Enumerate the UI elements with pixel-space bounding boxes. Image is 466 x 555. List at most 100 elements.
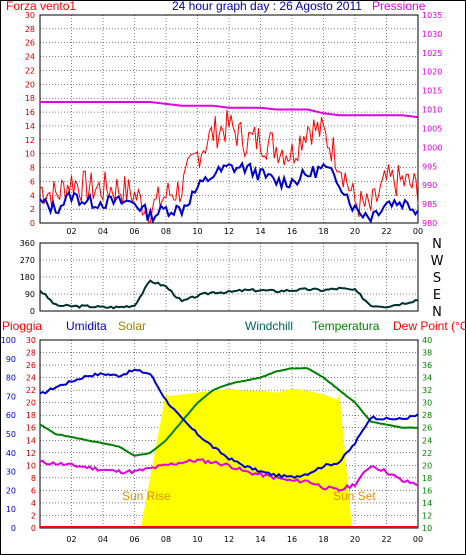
temp-tick-label: 40 bbox=[422, 336, 432, 345]
rain-tick-label: 28 bbox=[26, 349, 36, 358]
top-right-tick-label: 1005 bbox=[422, 124, 442, 133]
rain-tick-label: 18 bbox=[26, 411, 36, 420]
rain-tick-label: 30 bbox=[26, 336, 36, 345]
humidity-tick-label: 70 bbox=[6, 392, 16, 401]
top-left-tick-label: 26 bbox=[25, 39, 35, 48]
top-left-tick-label: 18 bbox=[25, 94, 35, 103]
bottom-x-tick-label: 06 bbox=[129, 535, 139, 544]
bottom-x-tick-label: 12 bbox=[224, 535, 234, 544]
temp-tick-label: 12 bbox=[422, 511, 432, 520]
temperature-label: Temperatura bbox=[312, 319, 380, 333]
humidity-tick-label: 90 bbox=[6, 355, 16, 364]
humidity-tick-label: 40 bbox=[6, 449, 16, 458]
top-left-tick-label: 10 bbox=[25, 150, 35, 159]
compass-label: N bbox=[432, 305, 442, 320]
temp-tick-label: 30 bbox=[422, 399, 432, 408]
temperature-line bbox=[39, 366, 419, 457]
sunset-label: Sun Set bbox=[333, 489, 376, 503]
rain-tick-label: 12 bbox=[26, 449, 36, 458]
top-right-tick-label: 980 bbox=[422, 219, 437, 228]
humidity-tick-label: 20 bbox=[6, 486, 16, 495]
humidity-label: Umidita bbox=[66, 319, 107, 333]
temp-tick-label: 16 bbox=[422, 486, 432, 495]
top-left-tick-label: 28 bbox=[25, 25, 35, 34]
top-right-tick-label: 1030 bbox=[422, 30, 442, 39]
top-x-tick-label: 00 bbox=[413, 227, 423, 236]
compass-label: S bbox=[433, 271, 441, 286]
rain-tick-label: 0 bbox=[31, 524, 36, 533]
rain-tick-label: 24 bbox=[26, 374, 36, 383]
top-left-tick-label: 0 bbox=[30, 219, 35, 228]
humidity-tick-label: 10 bbox=[6, 505, 16, 514]
rain-tick-label: 4 bbox=[31, 499, 36, 508]
compass-label: E bbox=[433, 288, 441, 303]
rain-axis-label: Pioggia bbox=[2, 319, 42, 333]
bottom-x-tick-label: 04 bbox=[98, 535, 108, 544]
humidity-tick-label: 30 bbox=[6, 468, 16, 477]
mid-y-tick-label: 270 bbox=[20, 256, 35, 265]
rain-tick-label: 2 bbox=[31, 511, 36, 520]
temp-tick-label: 36 bbox=[422, 361, 432, 370]
humidity-tick-label: 50 bbox=[6, 430, 16, 439]
bottom-x-tick-label: 16 bbox=[287, 535, 297, 544]
top-left-tick-label: 14 bbox=[25, 122, 35, 131]
temp-tick-label: 14 bbox=[422, 499, 432, 508]
top-x-tick-label: 12 bbox=[224, 227, 234, 236]
top-x-tick-label: 18 bbox=[318, 227, 328, 236]
top-left-tick-label: 4 bbox=[30, 191, 35, 200]
rain-tick-label: 8 bbox=[31, 474, 36, 483]
bottom-x-tick-label: 14 bbox=[255, 535, 265, 544]
top-left-tick-label: 2 bbox=[30, 205, 35, 214]
solar-area bbox=[140, 388, 352, 528]
temp-tick-label: 22 bbox=[422, 449, 432, 458]
temp-tick-label: 32 bbox=[422, 386, 432, 395]
mid-y-tick-label: 180 bbox=[20, 273, 35, 282]
dewpoint-line bbox=[39, 458, 419, 492]
rain-tick-label: 22 bbox=[26, 386, 36, 395]
top-left-tick-label: 30 bbox=[25, 11, 35, 20]
humidity-line bbox=[39, 368, 419, 479]
top-left-tick-label: 24 bbox=[25, 53, 35, 62]
compass-label: N bbox=[432, 237, 442, 252]
top-x-tick-label: 16 bbox=[287, 227, 297, 236]
bottom-x-tick-label: 10 bbox=[192, 535, 202, 544]
bottom-x-tick-label: 18 bbox=[318, 535, 328, 544]
wind-direction-line bbox=[39, 279, 419, 310]
top-right-tick-label: 1025 bbox=[422, 49, 442, 58]
pressure-series-line bbox=[40, 101, 419, 119]
mid-y-tick-label: 360 bbox=[20, 239, 35, 248]
series-layer bbox=[39, 101, 419, 528]
chart-title: 24 hour graph day : 26 Agosto 2011 bbox=[172, 0, 362, 13]
top-left-tick-label: 16 bbox=[25, 108, 35, 117]
top-right-tick-label: 1020 bbox=[422, 68, 442, 77]
top-x-tick-label: 02 bbox=[66, 227, 76, 236]
bottom-x-tick-label: 02 bbox=[66, 535, 76, 544]
temp-tick-label: 18 bbox=[422, 474, 432, 483]
temp-tick-label: 28 bbox=[422, 411, 432, 420]
top-x-tick-label: 20 bbox=[350, 227, 360, 236]
top-left-tick-label: 8 bbox=[30, 164, 35, 173]
compass-label: W bbox=[431, 254, 444, 269]
top-left-axis-label: Forza vento1 bbox=[6, 0, 76, 13]
sunrise-label: Sun Rise bbox=[122, 489, 171, 503]
tick-labels: 0246810121416182022242628309809859909951… bbox=[1, 11, 444, 544]
bottom-x-tick-label: 20 bbox=[350, 535, 360, 544]
temp-tick-label: 26 bbox=[422, 424, 432, 433]
top-left-tick-label: 12 bbox=[25, 136, 35, 145]
temp-tick-label: 24 bbox=[422, 436, 432, 445]
rain-tick-label: 16 bbox=[26, 424, 36, 433]
top-x-tick-label: 22 bbox=[381, 227, 391, 236]
rain-tick-label: 26 bbox=[26, 361, 36, 370]
windchill-label: Windchill bbox=[245, 319, 293, 333]
top-left-tick-label: 20 bbox=[25, 80, 35, 89]
bottom-x-tick-label: 00 bbox=[413, 535, 423, 544]
mid-y-tick-label: 0 bbox=[30, 307, 35, 316]
top-right-tick-label: 990 bbox=[422, 181, 437, 190]
top-right-tick-label: 1015 bbox=[422, 87, 442, 96]
temp-tick-label: 20 bbox=[422, 461, 432, 470]
top-x-tick-label: 08 bbox=[161, 227, 171, 236]
bottom-x-tick-label: 22 bbox=[381, 535, 391, 544]
top-right-axis-label: Pressione bbox=[372, 0, 426, 13]
bottom-x-tick-label: 08 bbox=[161, 535, 171, 544]
